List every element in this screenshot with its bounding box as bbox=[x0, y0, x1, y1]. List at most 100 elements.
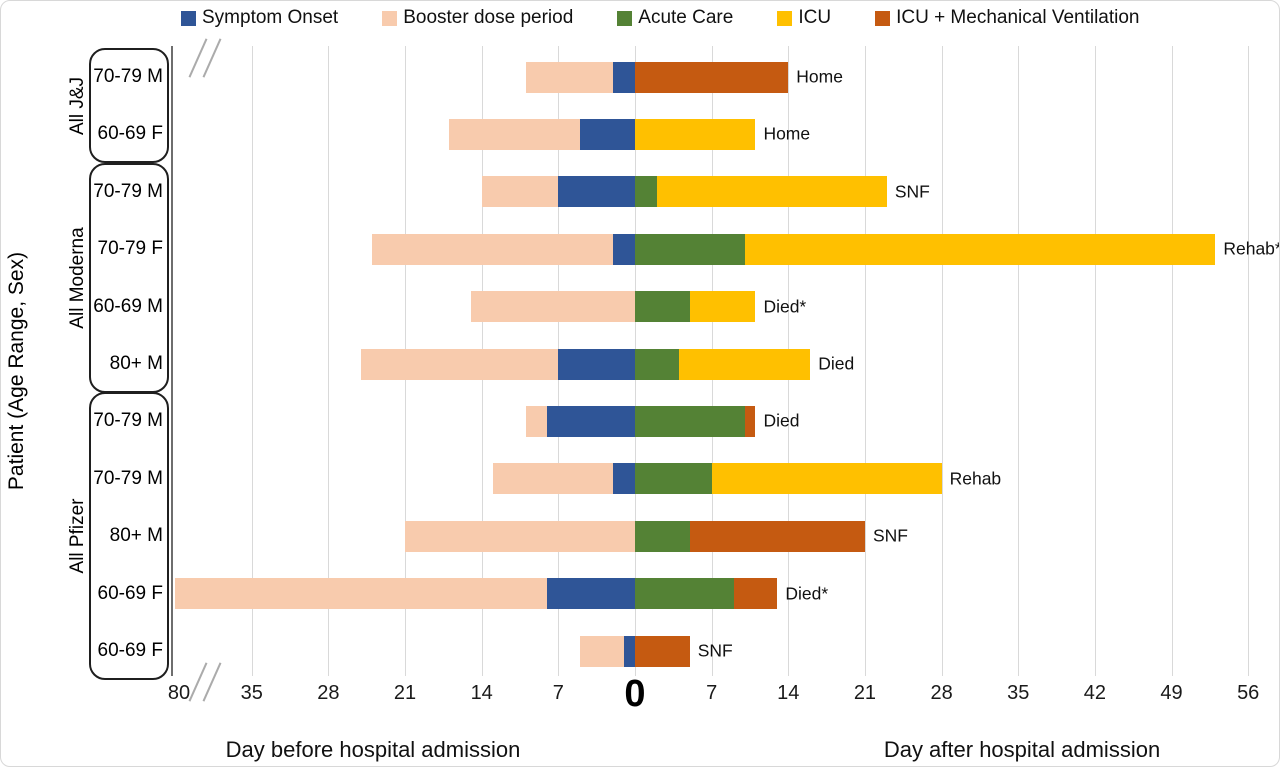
legend-label-symptom: Symptom Onset bbox=[202, 7, 339, 28]
age-range-label: 80+ M bbox=[109, 353, 163, 374]
bar-segment-booster bbox=[525, 405, 548, 437]
bar-segment-acute bbox=[635, 233, 745, 265]
bar-segment-booster bbox=[580, 635, 625, 667]
age-range-label: 70-79 M bbox=[93, 66, 163, 87]
bar-segment-icu bbox=[678, 348, 811, 380]
outcome-label: Died bbox=[818, 353, 855, 374]
legend-label-acute: Acute Care bbox=[638, 7, 734, 28]
outcome-label: Died* bbox=[763, 296, 807, 317]
bar-segment-booster bbox=[481, 176, 559, 208]
outcome-label: SNF bbox=[894, 181, 930, 202]
bar-segment-icu_mv bbox=[635, 61, 789, 93]
bar-segment-acute bbox=[635, 578, 734, 610]
x-tick-35-day35: 35 bbox=[1007, 682, 1030, 704]
chart-legend: Symptom Onset Booster dose period Acute Ca… bbox=[181, 4, 1140, 32]
x-axis-title-after: Day after hospital admission bbox=[883, 737, 1161, 762]
bar-segment-acute bbox=[635, 405, 745, 437]
bar-segment-symptom bbox=[558, 176, 635, 208]
gridline-day--28 bbox=[328, 46, 330, 676]
outcome-label: Died bbox=[763, 410, 800, 431]
x-tick-7-day-7: 7 bbox=[552, 682, 564, 704]
bar-segment-booster bbox=[525, 61, 614, 93]
x-tick-56-day56: 56 bbox=[1237, 682, 1260, 704]
bar-segment-acute bbox=[635, 291, 690, 323]
gridline-day-56 bbox=[1248, 46, 1250, 676]
legend-item-icu_mv: ICU + Mechanical Ventilation bbox=[875, 7, 1140, 29]
age-range-label: 70-79 M bbox=[93, 410, 163, 432]
age-range-label: 60-69 M bbox=[93, 295, 163, 317]
x-tick-0-day0: 0 bbox=[624, 673, 646, 715]
axis-break-mark bbox=[202, 38, 222, 78]
legend-swatch-booster-icon bbox=[382, 10, 398, 26]
bar-segment-symptom bbox=[558, 348, 635, 380]
bar-segment-acute bbox=[635, 176, 657, 208]
x-axis-title-before: Day before hospital admission bbox=[225, 737, 521, 762]
legend-swatch-icu_mv-icon bbox=[875, 10, 891, 26]
outcome-label: Died* bbox=[785, 583, 829, 604]
x-tick-42-day42: 42 bbox=[1083, 682, 1107, 704]
legend-item-acute: Acute Care bbox=[617, 7, 733, 29]
age-range-label: 60-69 F bbox=[97, 640, 163, 661]
bar-segment-icu_mv bbox=[689, 520, 865, 552]
outcome-label: Rehab bbox=[949, 468, 1002, 489]
age-range-label: 80+ M bbox=[109, 525, 163, 547]
gridline-day-28 bbox=[941, 46, 943, 676]
bar-segment-icu_mv bbox=[733, 578, 778, 610]
bar-segment-acute bbox=[635, 348, 679, 380]
bar-segment-icu bbox=[656, 176, 887, 208]
bar-segment-icu bbox=[635, 118, 756, 150]
bar-segment-booster bbox=[405, 520, 635, 552]
bar-segment-icu_mv bbox=[635, 635, 690, 667]
age-range-label: 60-69 F bbox=[97, 123, 163, 145]
axis-break-mark bbox=[202, 662, 222, 702]
outcome-label: SNF bbox=[697, 640, 733, 661]
legend-item-booster: Booster dose period bbox=[382, 7, 573, 29]
gridline-day-42 bbox=[1094, 46, 1096, 676]
group-box-1 bbox=[89, 162, 169, 393]
bar-segment-icu_mv bbox=[744, 405, 756, 437]
bar-segment-symptom bbox=[580, 118, 635, 150]
bar-segment-acute bbox=[635, 463, 712, 495]
x-tick-49-day49: 49 bbox=[1160, 682, 1183, 704]
legend-swatch-acute-icon bbox=[617, 10, 633, 26]
bar-segment-icu bbox=[689, 291, 756, 323]
legend-swatch-icu-icon bbox=[777, 10, 793, 26]
age-range-label: 70-79 M bbox=[93, 467, 163, 489]
bar-segment-symptom bbox=[613, 233, 635, 265]
bar-segment-symptom bbox=[613, 61, 635, 93]
group-box-2 bbox=[89, 392, 169, 680]
outcome-label: Home bbox=[763, 123, 811, 144]
group-box-0 bbox=[89, 48, 169, 164]
bar-segment-acute bbox=[635, 520, 690, 552]
bar-segment-booster bbox=[448, 118, 581, 150]
gridline-day-35 bbox=[1018, 46, 1020, 676]
x-tick-7-day7: 7 bbox=[706, 682, 718, 704]
gridline-day--35 bbox=[251, 46, 253, 676]
outcome-label: Rehab* bbox=[1223, 238, 1280, 259]
x-tick-21-day21: 21 bbox=[853, 682, 877, 704]
legend-label-icu: ICU bbox=[798, 7, 832, 28]
bar-segment-symptom bbox=[547, 578, 635, 610]
outcome-label: SNF bbox=[872, 525, 908, 546]
age-range-label: 70-79 F bbox=[97, 238, 163, 260]
gridline-day-21 bbox=[864, 46, 866, 676]
legend-item-symptom: Symptom Onset bbox=[181, 7, 338, 29]
x-tick-14-day14: 14 bbox=[777, 682, 800, 704]
legend-item-icu: ICU bbox=[777, 7, 831, 29]
bar-segment-icu bbox=[711, 463, 942, 495]
bar-segment-booster bbox=[175, 578, 548, 610]
bar-segment-booster bbox=[492, 463, 614, 495]
bar-segment-symptom bbox=[613, 463, 635, 495]
legend-swatch-symptom-icon bbox=[181, 10, 196, 26]
legend-label-icu_mv: ICU + Mechanical Ventilation bbox=[896, 7, 1140, 28]
bar-segment-booster bbox=[470, 291, 635, 323]
bar-segment-symptom bbox=[624, 635, 635, 667]
y-axis-line bbox=[171, 46, 173, 676]
bar-segment-symptom bbox=[547, 405, 635, 437]
age-range-label: 60-69 F bbox=[97, 582, 163, 604]
x-tick-14-day-14: 14 bbox=[470, 682, 493, 704]
age-range-label: 70-79 M bbox=[93, 180, 163, 202]
x-tick-80-day-80: 80 bbox=[167, 682, 191, 704]
x-tick-21-day-21: 21 bbox=[393, 682, 417, 704]
x-tick-28-day28: 28 bbox=[930, 682, 953, 704]
